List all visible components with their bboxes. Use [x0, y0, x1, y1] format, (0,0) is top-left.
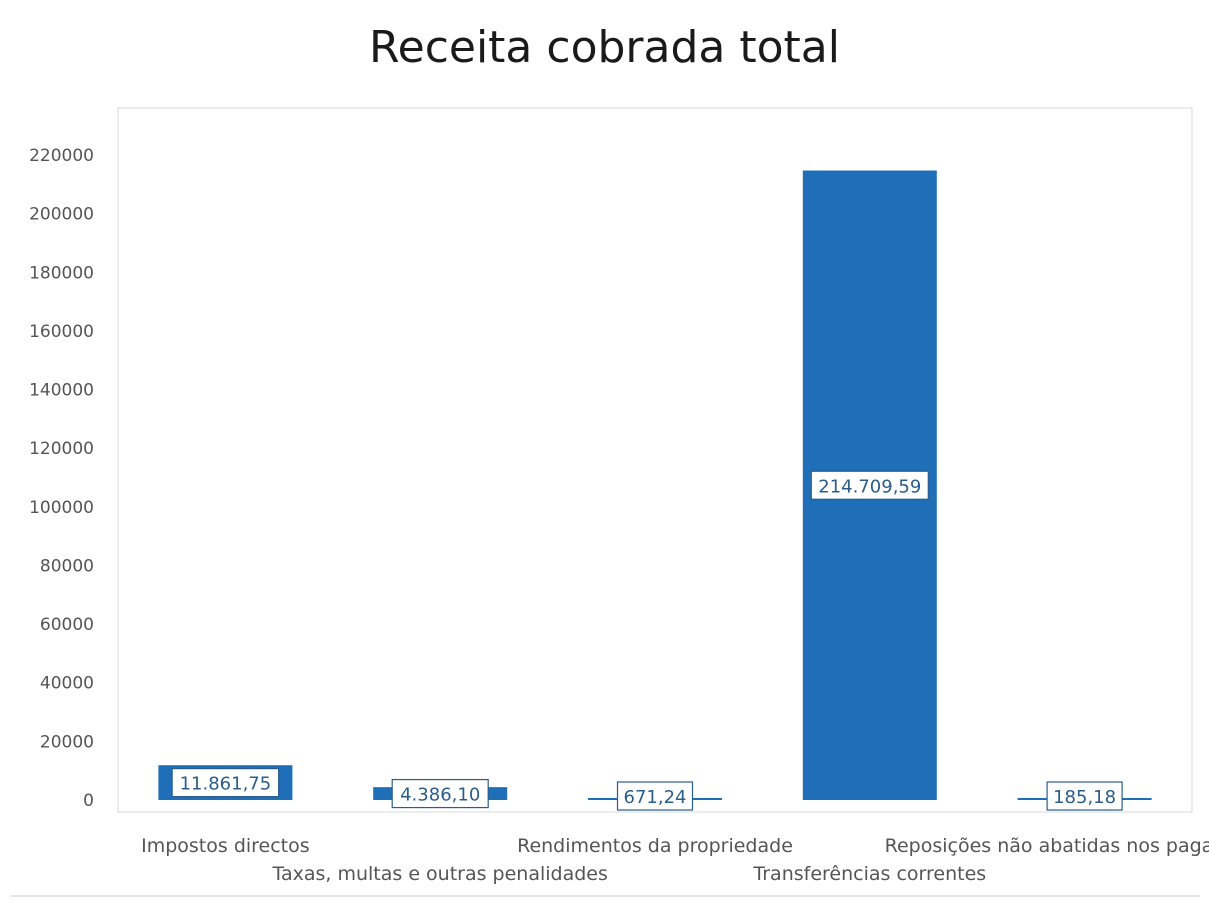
data-label: 214.709,59: [818, 476, 921, 497]
y-tick-label: 80000: [40, 556, 94, 576]
data-label-box: [1046, 781, 1123, 811]
data-label-box: [391, 778, 489, 809]
data-label-box: [616, 781, 694, 811]
y-tick-label: 100000: [29, 498, 94, 518]
plot-area-border: [117, 107, 1193, 813]
category-label: Reposições não abatidas nos pagamentos: [885, 835, 1209, 857]
y-tick-label: 160000: [29, 322, 94, 342]
data-label: 11.861,75: [180, 774, 272, 795]
data-label-box: [171, 768, 280, 798]
chart-title: Receita cobrada total: [369, 22, 840, 73]
bars-group: [158, 170, 1152, 801]
y-tick-label: 20000: [40, 732, 94, 752]
y-tick-label: 0: [83, 791, 94, 811]
data-labels-group: 11.861,75 4.386,10 671,24 214.709,59 185,18: [171, 470, 1123, 811]
y-tick-label: 120000: [29, 439, 94, 459]
category-label: Impostos directos: [141, 835, 310, 857]
data-label-box: [810, 470, 929, 500]
category-label: Transferências correntes: [752, 863, 986, 885]
y-tick-label: 40000: [40, 674, 94, 694]
data-label: 671,24: [624, 787, 687, 808]
y-tick-label: 140000: [29, 381, 94, 401]
data-label: 185,18: [1053, 787, 1116, 808]
y-tick-label: 180000: [29, 263, 94, 283]
category-label: Taxas, multas e outras penalidades: [271, 863, 607, 885]
y-tick-label: 220000: [29, 146, 94, 166]
y-tick-label: 200000: [29, 205, 94, 225]
y-tick-label: 60000: [40, 615, 94, 635]
axes-group: 0 20000 40000 60000 80000 100000 120000 140000 1…: [10, 107, 1200, 897]
data-label: 4.386,10: [400, 785, 480, 806]
category-labels-group: Impostos directos Taxas, multas e outras …: [141, 835, 1209, 885]
category-label: Rendimentos da propriedade: [517, 835, 793, 857]
